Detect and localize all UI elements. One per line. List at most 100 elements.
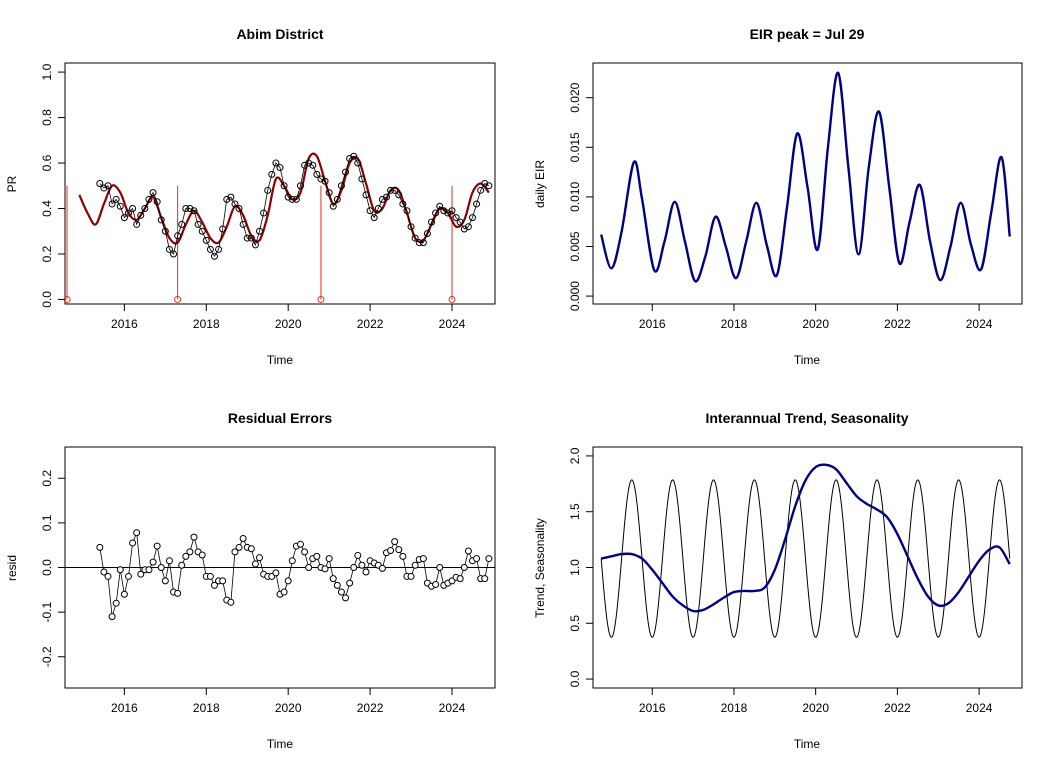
resid-x-tick-label: 2018	[193, 701, 220, 715]
resid-point	[325, 555, 333, 563]
pr-observed-point	[411, 234, 419, 242]
resid-point	[301, 548, 309, 556]
pr-observed-point	[370, 214, 378, 222]
pr-observed-point	[378, 195, 386, 203]
resid-point	[342, 594, 350, 602]
pr-observed-point	[235, 205, 243, 213]
resid-y-tick-label: 0.1	[40, 514, 54, 531]
resid-point	[198, 551, 206, 559]
resid-point	[235, 543, 243, 551]
resid-point	[296, 540, 304, 548]
resid-point	[346, 579, 354, 587]
pr-observed-point	[206, 245, 214, 253]
resid-point	[337, 588, 345, 596]
pr-observed-point	[247, 234, 255, 242]
resid-point	[100, 568, 108, 576]
pr-observed-point	[243, 234, 251, 242]
resid-point	[231, 548, 239, 556]
resid-xlabel: Time	[267, 737, 294, 751]
pr-observed-point	[202, 236, 210, 244]
pr-observed-point	[448, 207, 456, 215]
pr-observed-point	[432, 209, 440, 217]
pr-observed-point	[374, 205, 382, 213]
pr-observed-point	[358, 175, 366, 183]
pr-y-tick-label: 0.2	[40, 245, 54, 262]
pr-observed-point	[145, 195, 153, 203]
pr-observed-point	[182, 205, 190, 213]
resid-point	[395, 546, 403, 554]
trend-x-tick-label: 2024	[966, 701, 993, 715]
pr-observed-point	[215, 245, 223, 253]
trend-xlabel: Time	[794, 737, 821, 751]
resid-point	[272, 569, 280, 577]
pr-observed-point	[256, 227, 264, 235]
pr-observed-point	[284, 193, 292, 201]
resid-point	[305, 564, 313, 571]
pr-observed-point	[227, 193, 235, 201]
eir-x-tick-label: 2024	[966, 317, 993, 331]
resid-point	[288, 557, 296, 565]
resid-point	[485, 555, 493, 563]
eir-y-tick-label: 0.000	[568, 281, 582, 311]
resid-point	[157, 564, 165, 571]
resid-point	[178, 561, 186, 569]
resid-point	[227, 598, 235, 606]
pr-observed-point	[161, 227, 169, 235]
pr-x-tick-label: 2022	[357, 317, 384, 331]
pr-observed-point	[419, 239, 427, 247]
resid-point	[161, 577, 169, 585]
eir-y-tick-label: 0.005	[568, 231, 582, 261]
pr-observed-point	[403, 207, 411, 215]
resid-point	[456, 575, 464, 583]
pr-observed-point	[251, 241, 259, 249]
pr-observed-point	[292, 195, 300, 203]
resid-point	[174, 589, 182, 597]
trend-y-tick-label: 0.0	[568, 670, 582, 687]
resid-point	[108, 613, 116, 621]
resid-point	[219, 577, 227, 585]
pr-observed-point	[223, 195, 231, 203]
pr-observed-point	[186, 205, 194, 213]
resid-point	[239, 534, 247, 542]
resid-point	[313, 552, 321, 560]
panel-eir: EIR peak = Jul 29 2016 2018 2020 2022 2024 0…	[533, 26, 1023, 367]
resid-point	[419, 555, 427, 563]
pr-observed-point	[210, 252, 218, 260]
pr-observed-point	[112, 195, 120, 203]
pr-observed-point	[460, 225, 468, 233]
pr-x-tick-label: 2018	[193, 317, 220, 331]
pr-observed-point	[120, 214, 128, 222]
pr-observed-point	[309, 161, 317, 169]
pr-event-point	[63, 295, 71, 303]
pr-x-tick-label: 2024	[439, 317, 466, 331]
pr-observed-point	[440, 207, 448, 215]
trend-plot-frame	[592, 446, 1023, 689]
resid-point	[321, 565, 329, 573]
pr-observed-point	[477, 186, 485, 194]
resid-point	[362, 568, 370, 576]
pr-observed-point	[178, 220, 186, 228]
resid-point	[165, 557, 173, 565]
pr-observed-point	[260, 209, 268, 217]
pr-observed-line	[99, 155, 490, 258]
pr-x-tick-label: 2016	[111, 317, 138, 331]
pr-x-tick-label: 2020	[275, 317, 302, 331]
eir-y-tick-label: 0.010	[568, 182, 582, 212]
eir-title: EIR peak = Jul 29	[750, 26, 865, 42]
eir-xlabel: Time	[794, 353, 821, 367]
resid-point	[104, 572, 112, 580]
eir-series-line	[600, 71, 1011, 283]
resid-point	[190, 533, 198, 541]
resid-point	[407, 572, 415, 580]
eir-ylabel: daily EIR	[533, 160, 547, 208]
resid-y-tick-label: 0.0	[40, 559, 54, 576]
pr-observed-point	[382, 193, 390, 201]
pr-observed-point	[366, 207, 374, 215]
resid-point	[206, 572, 214, 580]
pr-y-tick-label: 0.4	[40, 200, 54, 217]
pr-observed-point	[137, 211, 145, 219]
resid-point	[378, 564, 386, 572]
eir-y-tick-label: 0.015	[568, 132, 582, 162]
resid-point	[96, 543, 104, 551]
resid-point	[129, 539, 137, 547]
